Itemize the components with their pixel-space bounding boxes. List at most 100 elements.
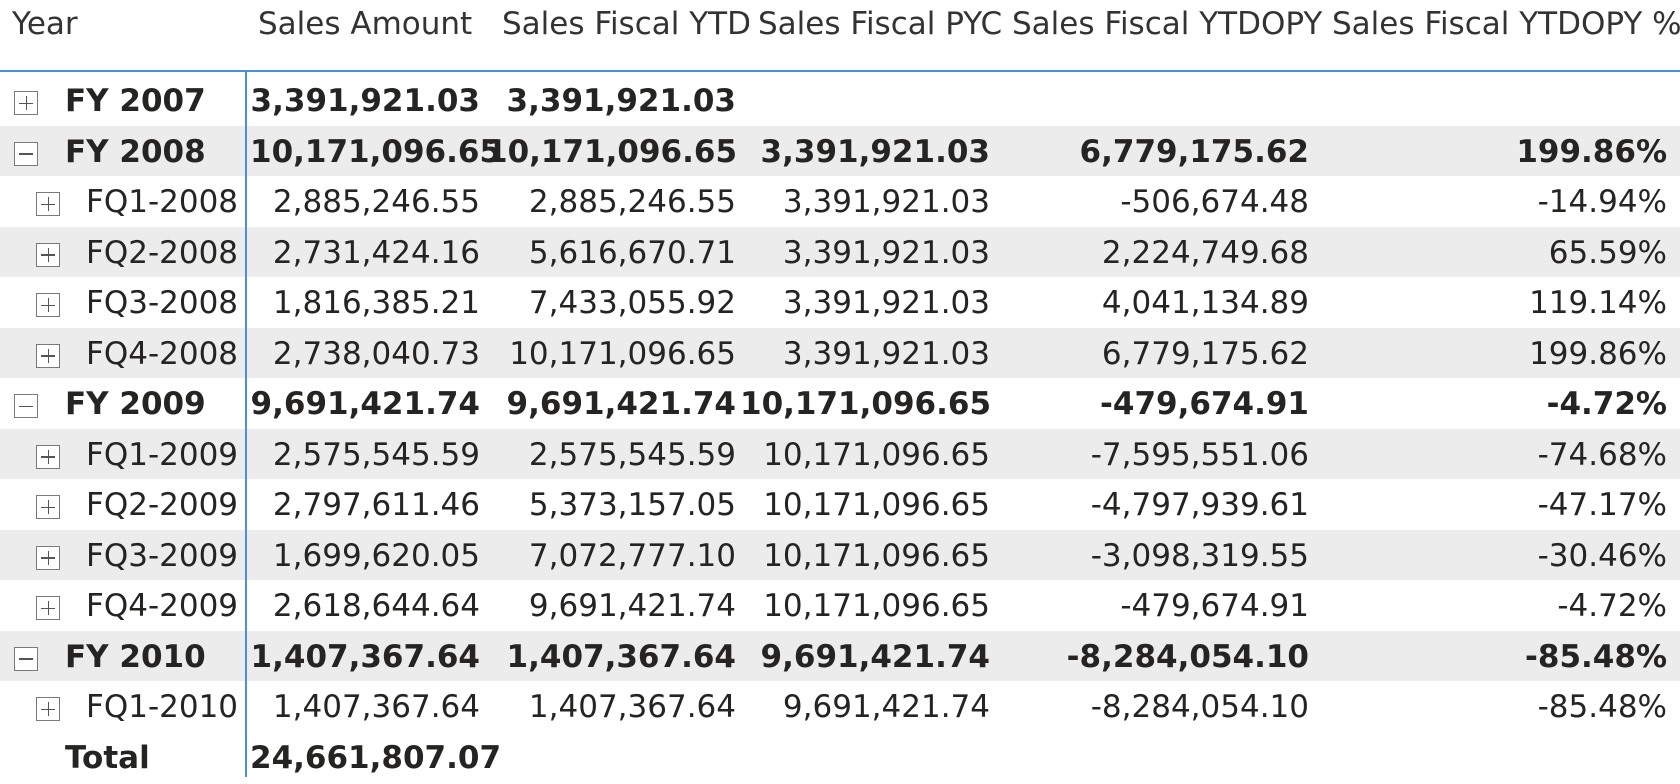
table-row: FQ1-2010 1,407,367.64 1,407,367.64 9,691,42… [0, 681, 1680, 731]
sales-fiscal-pyc-cell [740, 732, 990, 782]
expand-icon[interactable] [36, 192, 60, 216]
sales-fiscal-ytdopy-pct-cell: -47.17% [1537, 487, 1667, 523]
sales-fiscal-pyc-cell: 3,391,921.03 [782, 335, 990, 372]
sales-fiscal-ytdopy-cell: -8,284,054.10 [1090, 689, 1309, 725]
sales-amount-cell: 2,797,611.46 [272, 487, 480, 523]
sales-fiscal-pyc-cell: 3,391,921.03 [782, 184, 990, 220]
col-header-sales-fiscal-ytdopy-pct[interactable]: Sales Fiscal YTDOPY % [1332, 6, 1680, 42]
row-header-label: FY 2010 [65, 638, 206, 675]
table-row: FQ4-2008 2,738,040.73 10,171,096.65 3,391,9… [0, 327, 1680, 378]
sales-fiscal-pyc-cell: 9,691,421.74 [760, 638, 990, 675]
sales-fiscal-ytdopy-pct-cell: -74.68% [1537, 436, 1667, 473]
sales-fiscal-ytd-cell: 5,616,670.71 [528, 234, 736, 271]
table-row: FQ3-2008 1,816,385.21 7,433,055.92 3,391,92… [0, 277, 1680, 327]
sales-amount-cell: 9,691,421.74 [250, 386, 480, 422]
row-header-label: FQ4-2009 [86, 588, 239, 624]
row-header-divider [245, 70, 247, 777]
col-header-sales-amount[interactable]: Sales Amount [258, 6, 473, 42]
collapse-icon[interactable] [14, 646, 38, 671]
sales-amount-cell: 2,738,040.73 [272, 335, 480, 372]
sales-fiscal-ytdopy-cell [999, 732, 1309, 782]
sales-fiscal-pyc-cell [740, 75, 990, 125]
sales-amount-cell: 1,816,385.21 [272, 285, 480, 321]
expand-icon[interactable] [36, 697, 60, 721]
sales-fiscal-ytdopy-cell: -4,797,939.61 [1090, 487, 1309, 523]
sales-amount-cell: 3,391,921.03 [250, 83, 480, 119]
sales-amount-cell: 1,407,367.64 [272, 689, 480, 725]
col-header-sales-fiscal-pyc[interactable]: Sales Fiscal PYC [758, 6, 1003, 42]
sales-fiscal-ytd-cell [486, 732, 736, 782]
column-header-row: Year Sales Amount Sales Fiscal YTD Sales Fi… [0, 0, 1680, 72]
sales-fiscal-ytd-cell: 3,391,921.03 [506, 83, 736, 119]
sales-amount-cell: 1,699,620.05 [272, 537, 480, 574]
table-row: FQ4-2009 2,618,644.64 9,691,421.74 10,171,0… [0, 580, 1680, 630]
sales-amount-cell: 24,661,807.07 [250, 739, 502, 776]
table-row: FQ2-2008 2,731,424.16 5,616,670.71 3,391,92… [0, 226, 1680, 277]
col-header-sales-fiscal-ytd[interactable]: Sales Fiscal YTD [502, 6, 751, 42]
expand-icon[interactable] [36, 444, 60, 469]
sales-fiscal-pyc-cell: 3,391,921.03 [760, 133, 990, 170]
sales-fiscal-pyc-cell: 10,171,096.65 [740, 386, 992, 422]
sales-amount-cell: 10,171,096.65 [250, 133, 502, 170]
expand-icon[interactable] [36, 343, 60, 368]
row-header-label: FQ3-2008 [86, 285, 239, 321]
sales-fiscal-ytdopy-cell: 6,779,175.62 [1101, 335, 1309, 372]
sales-fiscal-ytdopy-cell: -479,674.91 [1120, 588, 1309, 624]
sales-fiscal-ytdopy-pct-cell: -85.48% [1537, 689, 1667, 725]
sales-fiscal-pyc-cell: 10,171,096.65 [763, 436, 990, 473]
table-row: FQ1-2008 2,885,246.55 2,885,246.55 3,391,92… [0, 176, 1680, 226]
sales-fiscal-ytdopy-cell: -7,595,551.06 [1090, 436, 1309, 473]
sales-amount-cell: 1,407,367.64 [250, 638, 480, 675]
sales-fiscal-ytdopy-cell: -8,284,054.10 [1066, 638, 1309, 675]
col-header-sales-fiscal-ytdopy[interactable]: Sales Fiscal YTDOPY [1012, 6, 1323, 42]
sales-amount-cell: 2,618,644.64 [272, 588, 480, 624]
table-row: FQ1-2009 2,575,545.59 2,575,545.59 10,171,0… [0, 428, 1680, 479]
row-header-label: FQ2-2009 [86, 487, 239, 523]
sales-fiscal-ytd-cell: 10,171,096.65 [509, 335, 736, 372]
row-header-label: FQ4-2008 [86, 335, 239, 372]
col-header-year[interactable]: Year [12, 6, 78, 42]
expand-icon[interactable] [36, 242, 60, 267]
expand-icon[interactable] [36, 545, 60, 570]
sales-fiscal-ytd-cell: 2,575,545.59 [528, 436, 736, 473]
row-header-label: Total [65, 739, 150, 776]
sales-fiscal-ytd-cell: 7,433,055.92 [528, 285, 736, 321]
expand-icon[interactable] [36, 495, 60, 519]
table-row: FQ3-2009 1,699,620.05 7,072,777.10 10,171,0… [0, 529, 1680, 580]
row-header-label: FY 2007 [65, 83, 206, 119]
sales-fiscal-ytd-cell: 9,691,421.74 [506, 386, 736, 422]
sales-fiscal-ytdopy-pct-cell: 199.86% [1516, 133, 1667, 170]
sales-fiscal-pyc-cell: 3,391,921.03 [782, 234, 990, 271]
row-header-label: FQ1-2009 [86, 436, 239, 473]
sales-fiscal-ytdopy-cell: 6,779,175.62 [1079, 133, 1309, 170]
sales-fiscal-ytdopy-cell: 4,041,134.89 [1101, 285, 1309, 321]
sales-fiscal-ytdopy-pct-cell [1317, 75, 1667, 125]
row-header-label: FY 2009 [65, 386, 206, 422]
sales-fiscal-pyc-cell: 10,171,096.65 [763, 487, 990, 523]
collapse-icon[interactable] [14, 141, 38, 166]
sales-fiscal-ytdopy-pct-cell [1317, 732, 1667, 782]
sales-fiscal-ytdopy-pct-cell: 119.14% [1529, 285, 1667, 321]
table-row: FY 2008 10,171,096.65 10,171,096.65 3,391,9… [0, 125, 1680, 176]
sales-fiscal-pyc-cell: 10,171,096.65 [763, 537, 990, 574]
expand-icon[interactable] [14, 91, 38, 115]
sales-fiscal-ytd-cell: 1,407,367.64 [506, 638, 736, 675]
sales-amount-cell: 2,575,545.59 [272, 436, 480, 473]
row-header-label: FQ3-2009 [86, 537, 239, 574]
table-row: FQ2-2009 2,797,611.46 5,373,157.05 10,171,0… [0, 479, 1680, 529]
sales-fiscal-ytdopy-pct-cell: -4.72% [1557, 588, 1667, 624]
row-header-label: FQ2-2008 [86, 234, 239, 271]
sales-fiscal-pyc-cell: 10,171,096.65 [763, 588, 990, 624]
row-header-label: FQ1-2008 [86, 184, 239, 220]
expand-icon[interactable] [36, 293, 60, 317]
sales-fiscal-ytdopy-pct-cell: -4.72% [1546, 386, 1667, 422]
collapse-icon[interactable] [14, 394, 38, 418]
sales-amount-cell: 2,731,424.16 [272, 234, 480, 271]
sales-fiscal-ytdopy-cell: 2,224,749.68 [1101, 234, 1309, 271]
expand-icon[interactable] [36, 596, 60, 620]
sales-fiscal-ytdopy-cell: -3,098,319.55 [1090, 537, 1309, 574]
sales-fiscal-ytd-cell: 7,072,777.10 [528, 537, 736, 574]
sales-fiscal-ytd-cell: 5,373,157.05 [528, 487, 736, 523]
sales-fiscal-ytdopy-pct-cell: -85.48% [1525, 638, 1667, 675]
